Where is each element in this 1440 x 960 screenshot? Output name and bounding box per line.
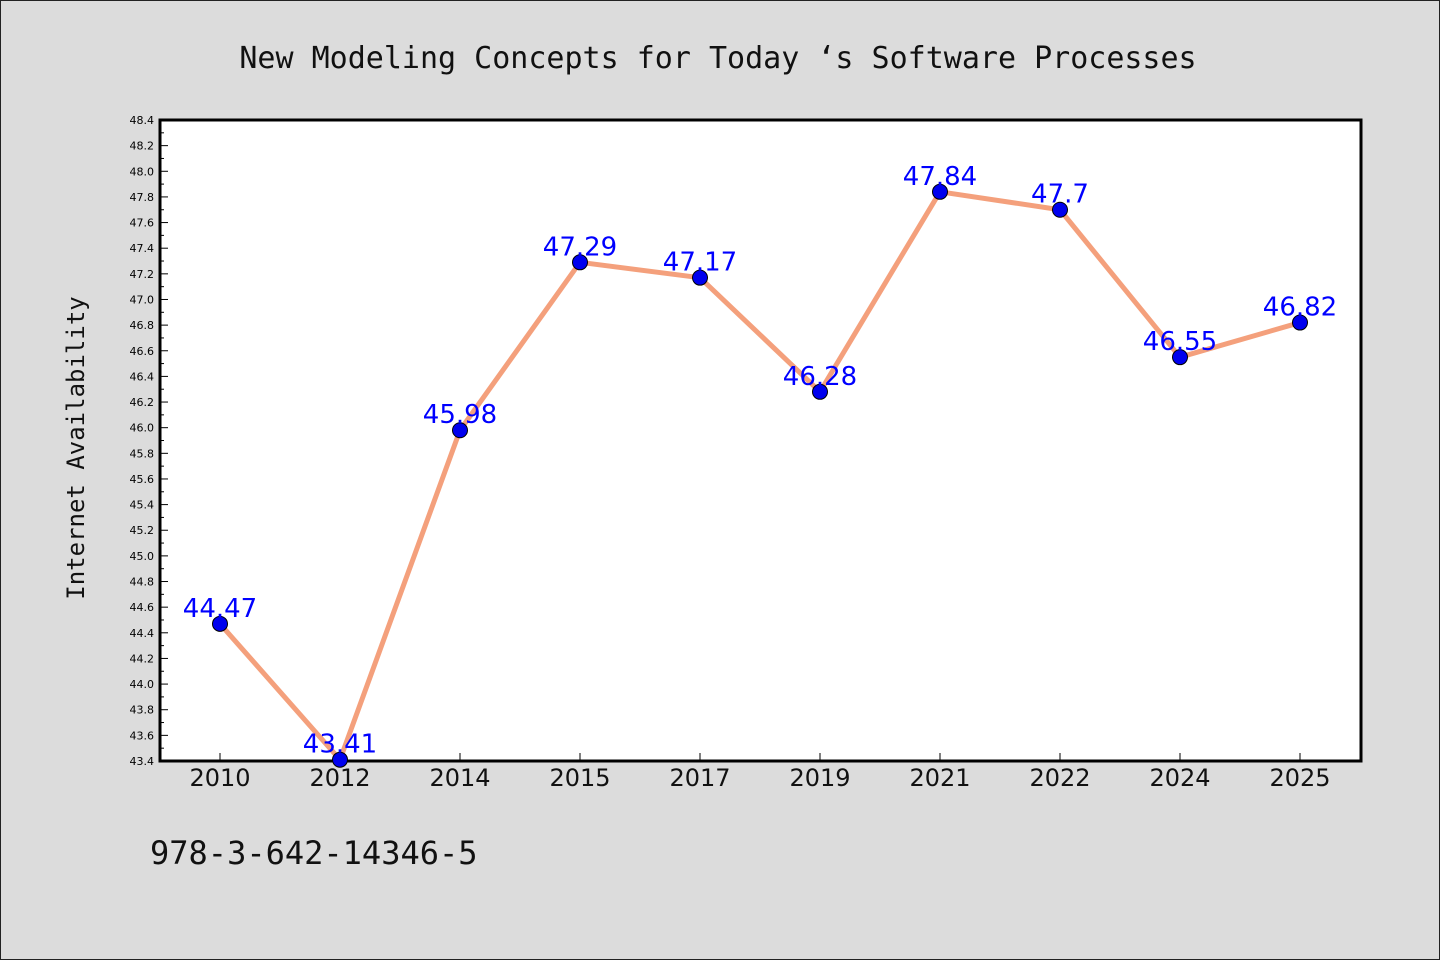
data-point (212, 615, 228, 632)
data-label: 47.7 (1031, 180, 1089, 210)
x-tick-label: 2022 (1029, 764, 1090, 792)
x-axis-ticks: 2010 2012 2014 2015 2017 2019 2021 2022 2024 2025 (189, 753, 1331, 792)
x-tick-label: 2021 (909, 764, 970, 792)
x-tick-label: 2025 (1269, 764, 1330, 792)
y-tick-label: 47.0 (130, 293, 155, 306)
series-line (218, 189, 1301, 763)
data-label: 43.41 (303, 730, 377, 760)
y-tick-label: 46.0 (130, 422, 155, 435)
y-tick-label: 48.4 (130, 114, 155, 127)
y-tick-label: 44.0 (130, 678, 155, 691)
data-point (1172, 349, 1188, 366)
data-point (692, 269, 708, 286)
x-tick-label: 2015 (549, 764, 610, 792)
data-label: 46.55 (1143, 327, 1217, 357)
y-tick-label: 46.2 (130, 396, 155, 409)
data-label: 44.47 (183, 594, 257, 624)
footer-isbn: 978-3-642-14346-5 (150, 834, 478, 872)
y-tick-label: 43.8 (130, 704, 155, 717)
data-label: 47.84 (903, 162, 977, 192)
plot-area (158, 118, 1363, 763)
y-tick-label: 48.2 (130, 140, 155, 153)
y-tick-label: 47.2 (130, 268, 155, 281)
x-tick-label: 2010 (189, 764, 250, 792)
data-label: 46.28 (783, 362, 857, 392)
data-label: 47.17 (663, 248, 737, 278)
y-tick-label: 44.4 (130, 627, 155, 640)
y-tick-label: 45.2 (130, 524, 155, 537)
y-tick-label: 44.8 (130, 576, 155, 589)
y-tick-label: 44.2 (130, 652, 155, 665)
data-point (812, 383, 828, 400)
x-tick-label: 2024 (1149, 764, 1210, 792)
y-tick-label: 43.4 (130, 755, 155, 768)
data-point (1052, 201, 1068, 218)
data-point (332, 751, 348, 768)
data-label: 46.82 (1263, 293, 1337, 323)
data-point (932, 183, 948, 200)
x-tick-label: 2014 (429, 764, 490, 792)
y-axis-label: Internet Availability (62, 296, 90, 599)
y-tick-label: 47.8 (130, 191, 155, 204)
x-tick-label: 2019 (789, 764, 850, 792)
x-tick-label: 2012 (309, 764, 370, 792)
y-tick-label: 46.4 (130, 370, 155, 383)
y-tick-label: 46.6 (130, 345, 155, 358)
data-labels: 44.47 43.41 45.98 47.29 47.17 46.28 47.84 47.7 4… (183, 162, 1337, 760)
y-tick-label: 47.6 (130, 217, 155, 230)
data-point (452, 422, 468, 439)
y-tick-label: 45.4 (130, 499, 155, 512)
chart-title: New Modeling Concepts for Today ‘s Softw… (239, 41, 1196, 76)
y-tick-label: 43.6 (130, 729, 155, 742)
y-tick-label: 48.0 (130, 165, 155, 178)
y-tick-label: 45.8 (130, 447, 155, 460)
data-label: 45.98 (423, 400, 497, 430)
data-point (1292, 314, 1308, 331)
y-tick-label: 46.8 (130, 319, 155, 332)
data-markers (212, 183, 1308, 768)
y-tick-label: 44.6 (130, 601, 155, 614)
y-tick-label: 45.0 (130, 550, 155, 563)
y-axis-ticks: 43.4 43.6 43.8 44.0 44.2 44.4 44.6 44.8 45.0 45.2… (130, 114, 168, 768)
y-tick-label: 47.4 (130, 242, 155, 255)
data-point (572, 254, 588, 271)
x-tick-label: 2017 (669, 764, 730, 792)
y-tick-label: 45.6 (130, 473, 155, 486)
data-label: 47.29 (543, 232, 617, 262)
